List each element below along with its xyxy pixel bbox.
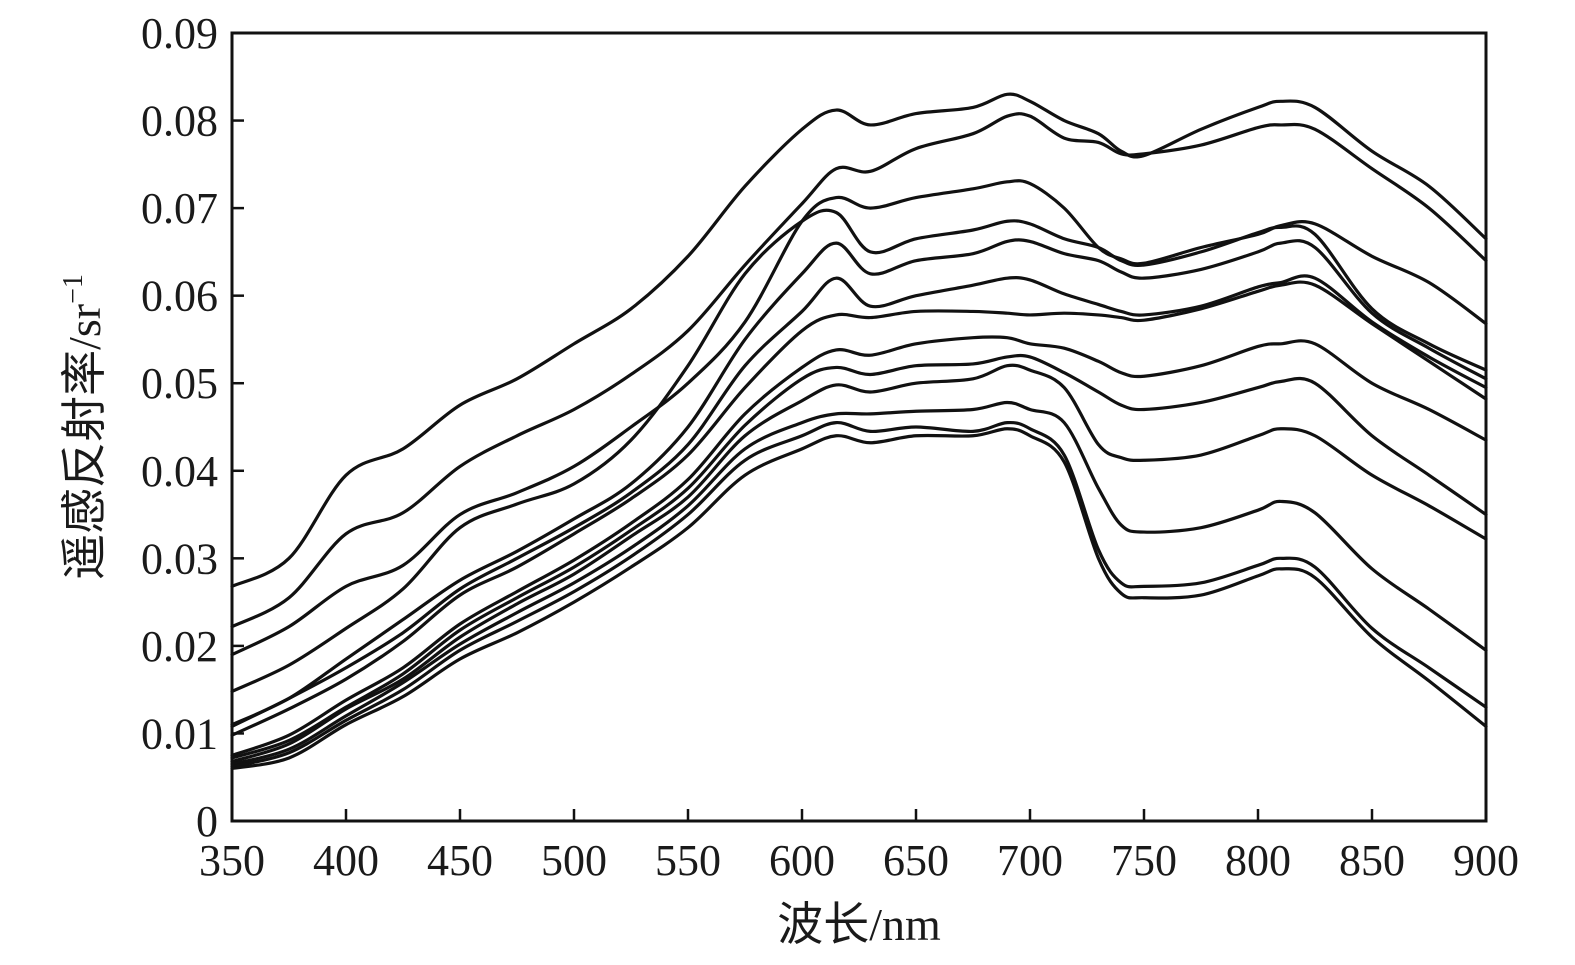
tick-layer: 350 400 450 500 550 600 650 700 750 800 850 900 0 0.0… [141,9,1519,885]
x-tick-label: 800 [1225,836,1291,885]
y-tick-label: 0.03 [141,534,218,583]
series-line-11 [230,400,1488,766]
x-tick-label: 600 [769,836,835,885]
y-axis-title-main: 遥感反射率/sr [59,304,110,580]
y-tick-label: 0.02 [141,622,218,671]
series-line-10 [230,363,1488,764]
x-tick-label: 550 [655,836,721,885]
y-tick-label: 0.04 [141,447,218,496]
x-tick-label: 400 [313,836,379,885]
plot-frame [230,31,1488,823]
series-line-2 [230,112,1488,629]
y-axis-title-superscript: −1 [58,274,89,304]
x-tick-label: 900 [1453,836,1519,885]
series-line-9 [230,353,1488,760]
series-line-3 [230,179,1488,657]
series-line-8 [230,335,1488,757]
x-tick-label: 500 [541,836,607,885]
x-tick-label: 850 [1339,836,1405,885]
series-line-1 [230,92,1488,588]
series-line-4 [230,208,1488,694]
y-tick-label: 0.01 [141,709,218,758]
y-tick-label: 0.06 [141,272,218,321]
series-line-6 [230,274,1488,729]
series-line-12 [230,420,1488,769]
y-tick-label: 0.07 [141,184,218,233]
series-layer [230,92,1488,771]
x-tick-label: 450 [427,836,493,885]
y-tick-label: 0.05 [141,359,218,408]
series-line-13 [230,427,1488,771]
y-axis-title: 遥感反射率/sr−1 [58,274,110,580]
x-axis-title: 波长/nm [777,899,941,950]
x-tick-label: 350 [199,836,265,885]
x-tick-label: 750 [1111,836,1177,885]
x-tick-label: 700 [997,836,1063,885]
x-tick-label: 650 [883,836,949,885]
y-tick-label: 0.09 [141,9,218,58]
y-tick-label: 0.08 [141,97,218,146]
series-line-5 [230,238,1488,727]
y-tick-label: 0 [196,797,218,846]
series-line-7 [230,280,1488,737]
